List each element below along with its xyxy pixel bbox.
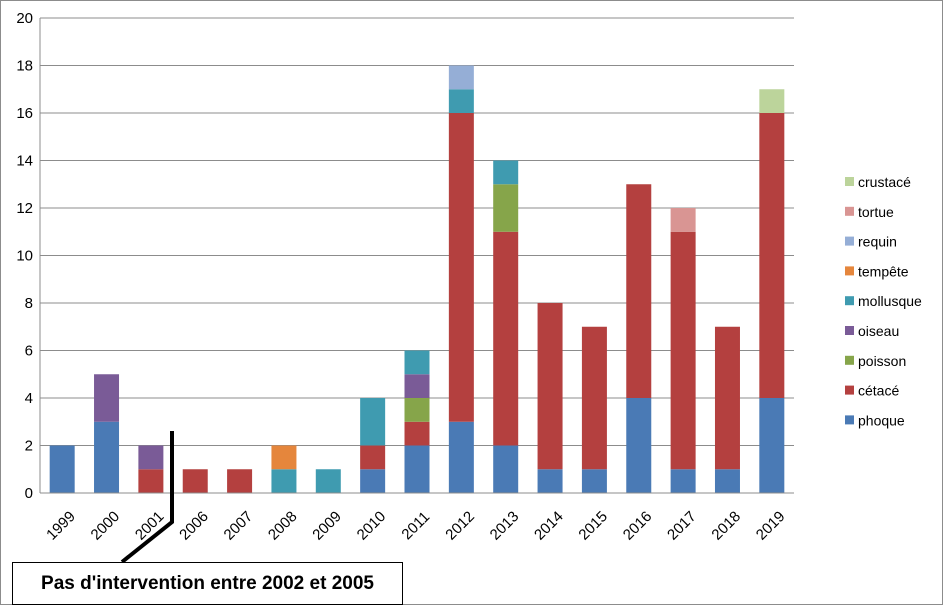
bar-segment-2007-cétacé <box>227 469 253 493</box>
x-tick-label-2013: 2013 <box>487 508 523 544</box>
legend-label-requin: requin <box>858 234 897 250</box>
y-tick-label: 14 <box>16 153 33 170</box>
x-tick-label-2014: 2014 <box>531 508 567 544</box>
legend-swatch-crustacé <box>845 177 854 186</box>
legend-swatch-cétacé <box>845 385 854 395</box>
y-tick-label: 6 <box>25 343 33 360</box>
bar-segment-2010-phoque <box>360 469 386 493</box>
bar-segment-2014-cétacé <box>537 303 563 470</box>
bar-segment-2008-mollusque <box>271 469 297 493</box>
bars <box>49 65 785 493</box>
legend-swatch-poisson <box>845 355 854 365</box>
legend-label-cétacé: cétacé <box>858 383 899 399</box>
y-tick-label: 12 <box>16 200 33 217</box>
bar-segment-2011-phoque <box>404 445 430 493</box>
bar-segment-2019-phoque <box>759 398 785 493</box>
legend-swatch-tempête <box>845 266 854 276</box>
bar-segment-2013-mollusque <box>493 160 519 185</box>
x-tick-label-2006: 2006 <box>176 508 212 544</box>
bar-segment-2010-cétacé <box>360 445 386 470</box>
x-tick-label-1999: 1999 <box>43 508 79 544</box>
bar-segment-2001-oiseau <box>138 445 164 470</box>
gap-annotation-label: Pas d'intervention entre 2002 et 2005 <box>12 562 403 605</box>
legend-label-tortue: tortue <box>858 204 894 220</box>
y-tick-label: 10 <box>16 248 33 265</box>
legend-label-oiseau: oiseau <box>858 323 899 339</box>
legend-swatch-requin <box>845 236 854 246</box>
y-tick-label: 20 <box>16 10 33 27</box>
y-tick-label: 2 <box>25 438 33 455</box>
bar-segment-2010-mollusque <box>360 398 386 446</box>
bar-segment-2001-cétacé <box>138 469 164 493</box>
x-tick-label-2007: 2007 <box>221 508 257 544</box>
y-tick-label: 16 <box>16 105 33 122</box>
bar-segment-1999-phoque <box>49 445 75 493</box>
x-tick-label-2016: 2016 <box>620 508 656 544</box>
gridlines <box>40 17 794 446</box>
bar-segment-2013-cétacé <box>493 231 519 446</box>
bar-segment-2018-cétacé <box>714 326 740 470</box>
bar-segment-2011-mollusque <box>404 350 430 375</box>
bar-segment-2011-cétacé <box>404 421 430 446</box>
legend-label-poisson: poisson <box>858 353 906 369</box>
bar-segment-2015-phoque <box>581 469 607 493</box>
y-tick-label: 8 <box>25 295 33 312</box>
legend-swatch-phoque <box>845 415 854 425</box>
bar-segment-2009-mollusque <box>315 469 341 493</box>
bar-segment-2019-crustacé <box>759 89 785 113</box>
bar-segment-2015-cétacé <box>581 326 607 470</box>
bar-segment-2011-poisson <box>404 398 430 422</box>
bar-segment-2011-oiseau <box>404 374 430 398</box>
x-tick-label-2011: 2011 <box>398 508 433 543</box>
x-tick-label-2008: 2008 <box>265 508 301 544</box>
bar-segment-2017-cétacé <box>670 231 696 470</box>
legend-label-crustacé: crustacé <box>858 174 911 190</box>
legend-swatch-oiseau <box>845 326 854 335</box>
bar-segment-2019-cétacé <box>759 113 785 398</box>
y-tick-label: 0 <box>25 485 33 502</box>
x-tick-label-2019: 2019 <box>753 508 789 544</box>
legend-swatch-mollusque <box>845 296 854 306</box>
bar-segment-2013-poisson <box>493 184 519 232</box>
x-tick-label-2012: 2012 <box>442 508 478 544</box>
x-tick-label-2018: 2018 <box>708 508 744 544</box>
y-tick-label: 4 <box>25 390 33 407</box>
bar-segment-2016-phoque <box>626 398 652 493</box>
x-tick-label-2000: 2000 <box>88 508 124 544</box>
legend: crustacé tortue requin tempête mollusque oise… <box>845 174 922 428</box>
legend-label-tempête: tempête <box>858 263 909 279</box>
bar-segment-2012-requin <box>448 65 474 90</box>
bar-segment-2017-phoque <box>670 469 696 493</box>
bar-segment-2000-phoque <box>94 421 120 493</box>
bar-segment-2018-phoque <box>714 469 740 493</box>
bar-segment-2012-cétacé <box>448 113 474 422</box>
x-tick-label-2017: 2017 <box>664 508 700 544</box>
x-tick-label-2009: 2009 <box>309 508 345 544</box>
bar-segment-2017-tortue <box>670 208 696 232</box>
x-tick-label-2010: 2010 <box>354 508 390 544</box>
legend-swatch-tortue <box>845 206 854 216</box>
bar-segment-2016-cétacé <box>626 184 652 398</box>
legend-label-mollusque: mollusque <box>858 293 922 309</box>
x-tick-label-2015: 2015 <box>575 508 611 544</box>
bar-segment-2008-tempête <box>271 445 297 470</box>
bar-segment-2012-phoque <box>448 421 474 493</box>
y-tick-label: 18 <box>16 58 33 75</box>
annotation-pointer-line <box>120 431 174 564</box>
bar-segment-2013-phoque <box>493 445 519 493</box>
legend-label-phoque: phoque <box>858 412 905 428</box>
bar-segment-2000-oiseau <box>94 374 120 422</box>
bar-segment-2006-cétacé <box>182 469 208 493</box>
bar-segment-2012-mollusque <box>448 89 474 113</box>
bar-segment-2014-phoque <box>537 469 563 493</box>
gap-annotation-pointer <box>120 431 174 564</box>
